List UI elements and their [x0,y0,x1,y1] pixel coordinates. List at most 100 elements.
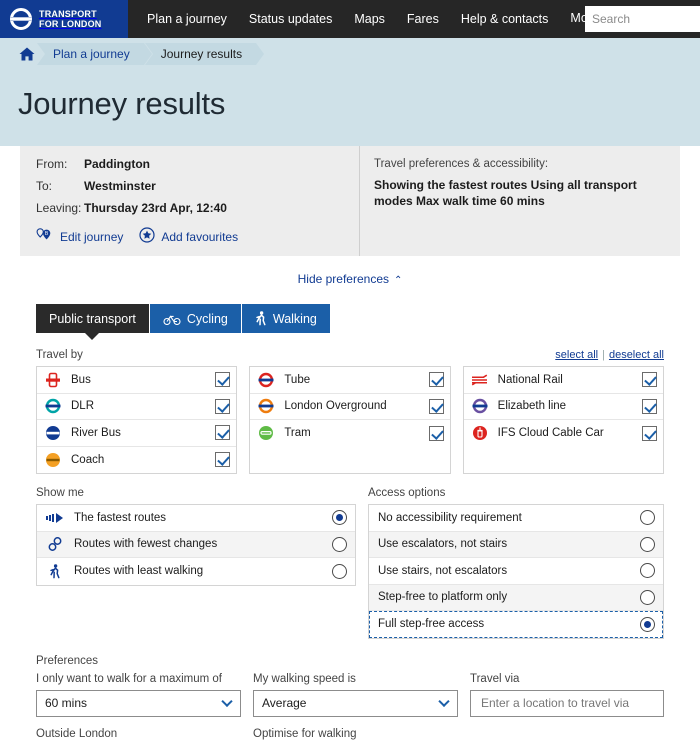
transport-mode-column-2: Tube London Overground Tram [249,366,451,474]
access-radio-stairs-not-escalators[interactable] [640,563,655,579]
search-input[interactable] [586,7,699,31]
show-me-option-fastest-routes[interactable]: The fastest routes [37,505,355,532]
tfl-logo[interactable]: TRANSPORT FOR LONDON [0,0,128,38]
mode-label: Coach [71,453,105,466]
nav-links: Plan a journey Status updates Maps Fares… [128,0,620,38]
nav-item-help-and-contacts[interactable]: Help & contacts [450,0,560,38]
chain-link-icon [46,536,64,552]
preferences-spacer [470,728,664,744]
mode-item-ifs-cloud-cable-car[interactable]: IFS Cloud Cable Car [464,420,663,447]
mode-item-tube[interactable]: Tube [250,367,450,394]
access-option-step-free-to-platform[interactable]: Step-free to platform only [369,584,663,611]
mode-checkbox-tram[interactable] [428,425,444,441]
breadcrumb: Plan a journey Journey results [0,38,700,70]
walking-speed-select[interactable]: Average [253,689,458,717]
preferences-section: Preferences I only want to walk for a ma… [36,655,664,744]
mode-item-coach[interactable]: Coach [37,447,236,474]
mode-item-dlr[interactable]: DLR [37,394,237,420]
summary-actions: B Edit journey Add favourites [36,227,359,246]
show-me-and-access-row: Show me The fastest routes [36,487,664,639]
dlr-roundel-icon [44,397,62,415]
mode-checkbox-ifs-cloud-cable-car[interactable] [641,425,657,441]
edit-journey-label: Edit journey [60,229,124,244]
nav-item-plan-a-journey[interactable]: Plan a journey [136,0,238,38]
map-pins-icon: B [36,227,54,246]
search-box[interactable] [585,6,700,32]
access-radio-full-step-free[interactable] [640,616,655,632]
access-options-list: No accessibility requirement Use escalat… [368,504,664,639]
max-walk-select[interactable]: 60 mins [36,689,241,717]
travel-by-header: Travel by select all | deselect all [36,349,664,361]
travel-via-input-wrapper[interactable] [470,689,664,717]
nav-label: Help & contacts [460,12,549,26]
hide-preferences-toggle[interactable]: Hide preferences ⌃ [298,272,403,286]
access-radio-escalators-not-stairs[interactable] [640,536,655,552]
option-label: Use escalators, not stairs [378,538,508,551]
mode-item-bus[interactable]: Bus [37,367,237,394]
mode-item-river-bus[interactable]: River Bus [37,420,237,447]
mode-checkbox-coach[interactable] [215,452,231,468]
add-favourites-button[interactable]: Add favourites [139,227,238,246]
page-title-band: Journey results [0,70,700,146]
walking-speed-label: My walking speed is [253,672,356,685]
home-icon[interactable] [18,46,36,62]
tram-roundel-icon [257,424,275,442]
show-me-radio-least-walking[interactable] [332,563,347,579]
show-me-section: Show me The fastest routes [36,487,356,639]
bus-roundel-icon [44,371,62,389]
mode-checkbox-london-overground[interactable] [428,398,444,414]
mode-item-national-rail[interactable]: National Rail [463,367,663,394]
summary-leaving-row: Leaving: Thursday 23rd Apr, 12:40 [36,202,359,215]
access-option-no-requirement[interactable]: No accessibility requirement [369,505,663,532]
show-me-options: The fastest routes Routes with fewest ch… [36,504,356,586]
option-label: Use stairs, not escalators [378,564,508,577]
add-favourites-label: Add favourites [161,229,239,244]
nav-label: Maps [354,12,385,26]
access-option-full-step-free[interactable]: Full step-free access [369,611,663,638]
access-options-section: Access options No accessibility requirem… [368,487,664,639]
mode-item-elizabeth-line[interactable]: Elizabeth line [463,394,663,420]
mode-checkbox-river-bus[interactable] [215,425,231,441]
show-me-option-fewest-changes[interactable]: Routes with fewest changes [37,531,355,558]
select-all-link[interactable]: select all [555,349,599,361]
tab-walking[interactable]: Walking [241,304,331,333]
option-label: Full step-free access [378,618,485,631]
preferences-title: Preferences [36,654,99,667]
option-label: Routes with fewest changes [74,538,218,551]
mode-checkbox-national-rail[interactable] [641,372,657,388]
nav-item-status-updates[interactable]: Status updates [238,0,343,38]
travel-via-input[interactable] [479,695,655,711]
option-label: The fastest routes [74,511,167,524]
travel-via-field: Travel via [470,673,664,717]
nav-item-fares[interactable]: Fares [396,0,450,38]
deselect-all-link[interactable]: deselect all [608,349,664,361]
mode-checkbox-dlr[interactable] [215,398,231,414]
access-radio-no-requirement[interactable] [640,510,655,526]
mode-checkbox-tube[interactable] [428,372,444,388]
show-me-radio-fewest-changes[interactable] [332,536,347,552]
mode-item-tram[interactable]: Tram [250,420,449,447]
access-option-escalators-not-stairs[interactable]: Use escalators, not stairs [369,531,663,558]
show-me-option-least-walking[interactable]: Routes with least walking [37,558,355,585]
tfl-logo-text: TRANSPORT FOR LONDON [39,9,102,29]
riverbus-roundel-icon [44,424,62,442]
mode-checkbox-elizabeth-line[interactable] [641,398,657,414]
edit-journey-button[interactable]: B Edit journey [36,227,124,246]
nav-label: Plan a journey [147,12,227,26]
walking-person-icon [255,311,267,326]
max-walk-field: I only want to walk for a maximum of 60 … [36,673,241,717]
mode-item-london-overground[interactable]: London Overground [250,394,450,420]
mode-label: DLR [71,400,95,413]
access-radio-step-free-to-platform[interactable] [640,589,655,605]
mode-checkbox-bus[interactable] [215,372,231,388]
mode-label: London Overground [284,400,387,413]
access-option-stairs-not-escalators[interactable]: Use stairs, not escalators [369,558,663,585]
breadcrumb-item-plan-a-journey[interactable]: Plan a journey [37,43,152,65]
tab-cycling[interactable]: Cycling [149,304,242,333]
max-walk-value: 60 mins [45,696,88,710]
svg-text:B: B [45,231,49,237]
tab-public-transport[interactable]: Public transport [36,304,150,340]
nav-item-maps[interactable]: Maps [343,0,396,38]
logo-line-2: FOR LONDON [39,19,102,29]
show-me-radio-fastest-routes[interactable] [332,510,347,526]
